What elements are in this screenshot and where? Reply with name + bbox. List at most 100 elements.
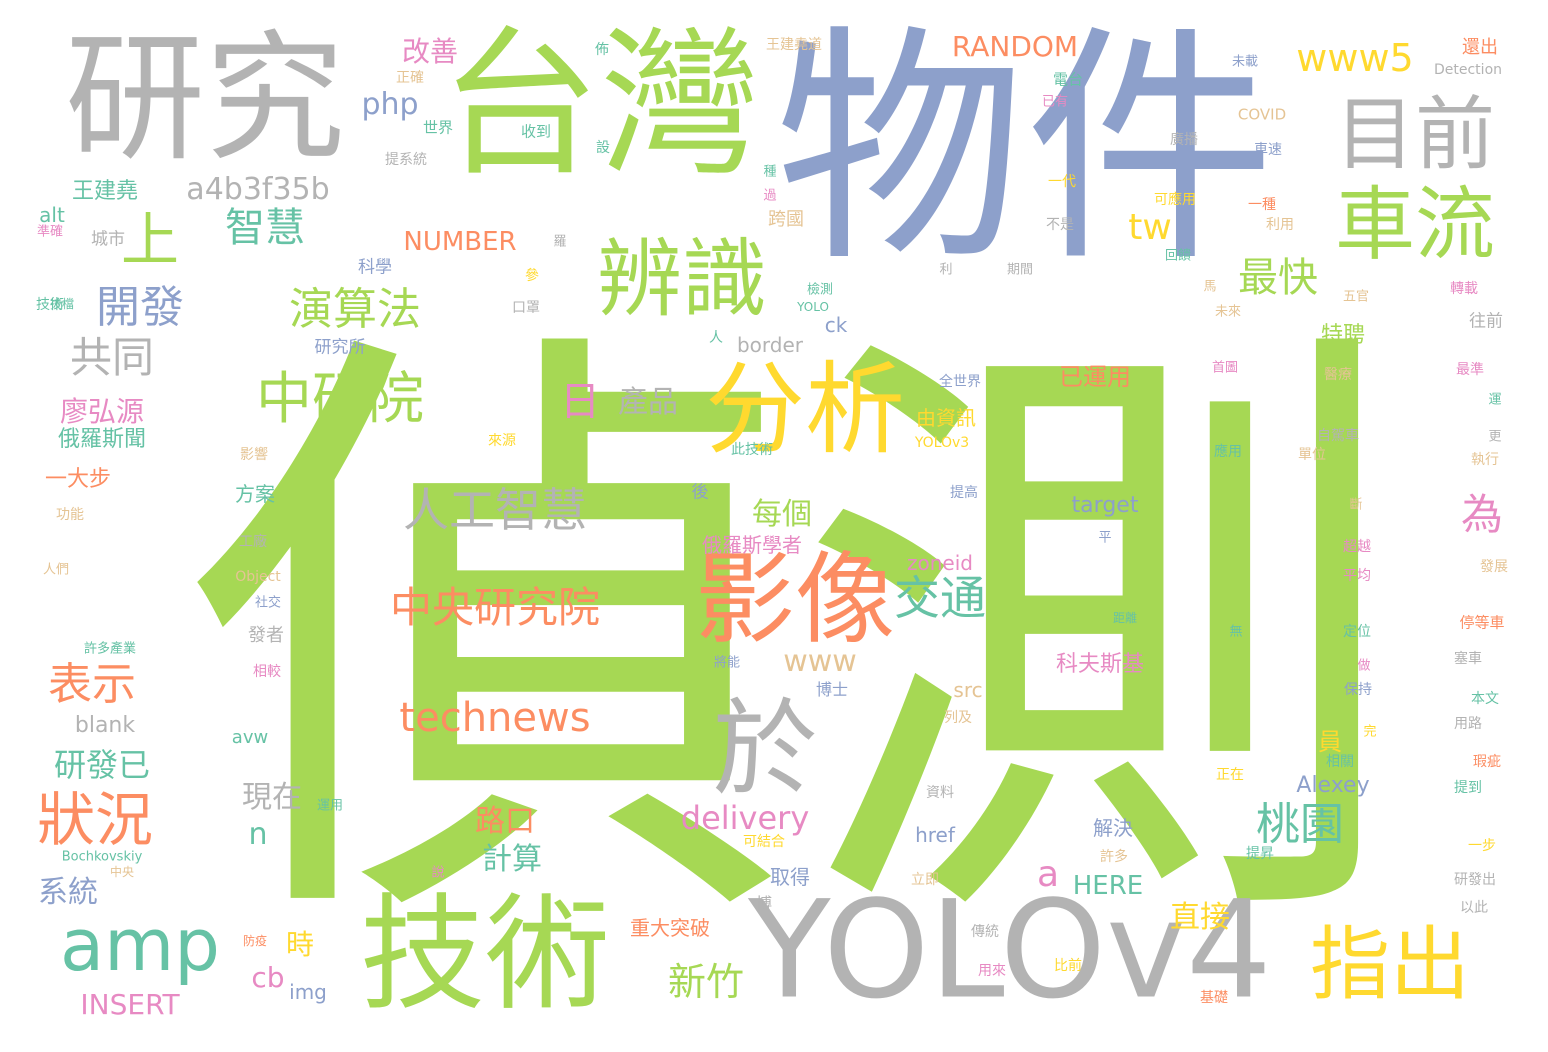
word: 技術: [36, 297, 64, 313]
word: 系統: [38, 875, 98, 910]
word: 一步: [1468, 838, 1496, 854]
word: 產品: [618, 385, 678, 420]
word: 上: [120, 206, 180, 274]
word: n: [248, 817, 268, 852]
word: 時: [285, 928, 315, 961]
word: www5: [1296, 36, 1414, 80]
word: 佈: [595, 42, 609, 58]
word: 準確: [36, 224, 64, 240]
word: 指出: [1310, 918, 1470, 1011]
word: 科夫斯基: [1055, 652, 1145, 677]
word: 利: [939, 262, 953, 278]
word: 物件: [775, 4, 1275, 295]
word: 首圖: [1211, 360, 1239, 376]
word: 完: [1363, 724, 1377, 740]
word: 智慧: [225, 205, 305, 251]
word: 定位: [1343, 624, 1371, 640]
word: 參: [525, 268, 539, 284]
word: 斷: [1349, 497, 1363, 513]
word: 羅: [553, 234, 567, 250]
word: delivery: [680, 799, 810, 837]
word: 社交: [254, 595, 282, 611]
word: avw: [231, 727, 269, 748]
word: 不是: [1046, 217, 1074, 233]
word: 影像: [695, 541, 895, 658]
word: Detection: [1433, 62, 1503, 78]
word: 期間: [1006, 262, 1034, 278]
word: blank: [74, 713, 136, 738]
word: 收到: [520, 122, 552, 141]
word: 中研院: [256, 367, 424, 432]
word: 重大突破: [630, 916, 710, 940]
word: 平: [1098, 530, 1112, 546]
word: 還出: [1462, 37, 1498, 58]
word: 員: [1318, 728, 1342, 756]
word: 可結合: [743, 834, 785, 850]
word: 可應用: [1154, 192, 1196, 208]
word: 許多產業: [83, 641, 137, 657]
word: 自駕車: [1317, 428, 1359, 444]
word: 無: [1229, 624, 1243, 640]
word: 檢測: [806, 282, 834, 298]
word: alt: [39, 203, 65, 227]
word: 發者: [248, 625, 284, 646]
word: 運: [1488, 392, 1502, 408]
word: 影響: [240, 447, 268, 463]
word: ck: [824, 313, 848, 337]
word: 基礎: [1200, 990, 1228, 1006]
word: 博士: [815, 680, 849, 699]
word: 人們: [42, 562, 70, 578]
word: 俄羅斯學者: [702, 533, 802, 557]
word: 說: [431, 865, 445, 881]
word: 防疫: [242, 934, 268, 948]
word: 用來: [978, 963, 1006, 979]
word: 王建堯: [71, 179, 139, 204]
word: 運用: [316, 798, 344, 814]
word: 分析: [705, 351, 905, 468]
word: 全世界: [939, 374, 981, 390]
word: 設: [596, 140, 610, 156]
word: 最快: [1238, 255, 1318, 301]
word: zoneid: [907, 551, 973, 575]
word: Alexey: [1296, 773, 1370, 798]
word: php: [361, 87, 419, 122]
word: 每個: [752, 497, 812, 532]
word: 將能: [713, 655, 741, 671]
word: 由資訊: [916, 406, 976, 430]
word: 特聘: [1320, 323, 1366, 348]
word: 未來: [1214, 304, 1242, 320]
word: 應用: [1214, 444, 1242, 460]
word: 塞車: [1454, 651, 1482, 667]
word: 超越: [1343, 539, 1371, 555]
word: href: [915, 823, 955, 847]
word: 車流: [1335, 178, 1495, 271]
word: 執行: [1471, 452, 1499, 468]
word: 傳統: [971, 924, 999, 940]
word: 種: [763, 164, 777, 180]
word: 人: [709, 330, 723, 346]
word: 提昇: [1246, 846, 1274, 862]
word: cb: [251, 961, 285, 994]
word: img: [289, 980, 327, 1004]
word: 最準: [1456, 362, 1484, 378]
word: 正確: [396, 70, 424, 86]
word: 一種: [1248, 197, 1276, 213]
word: 後: [691, 482, 709, 503]
word: Bochkovskiy: [61, 849, 143, 865]
word: 桃園: [1256, 799, 1344, 850]
word: www: [783, 644, 857, 679]
word: 車速: [1254, 142, 1282, 158]
word: 研究所: [314, 337, 366, 358]
word: a: [1036, 854, 1060, 895]
word: 用路: [1454, 716, 1482, 732]
word: 計算: [482, 842, 542, 877]
word: 單位: [1298, 447, 1326, 463]
word: 人工智慧: [403, 483, 587, 537]
word: 技術: [360, 882, 610, 1028]
word: 開發: [96, 282, 184, 333]
word: src: [953, 678, 983, 702]
word: 利用: [1266, 217, 1294, 233]
word: technews: [399, 695, 591, 741]
word: 王建堯道: [766, 37, 822, 53]
word: 現在: [242, 780, 302, 815]
